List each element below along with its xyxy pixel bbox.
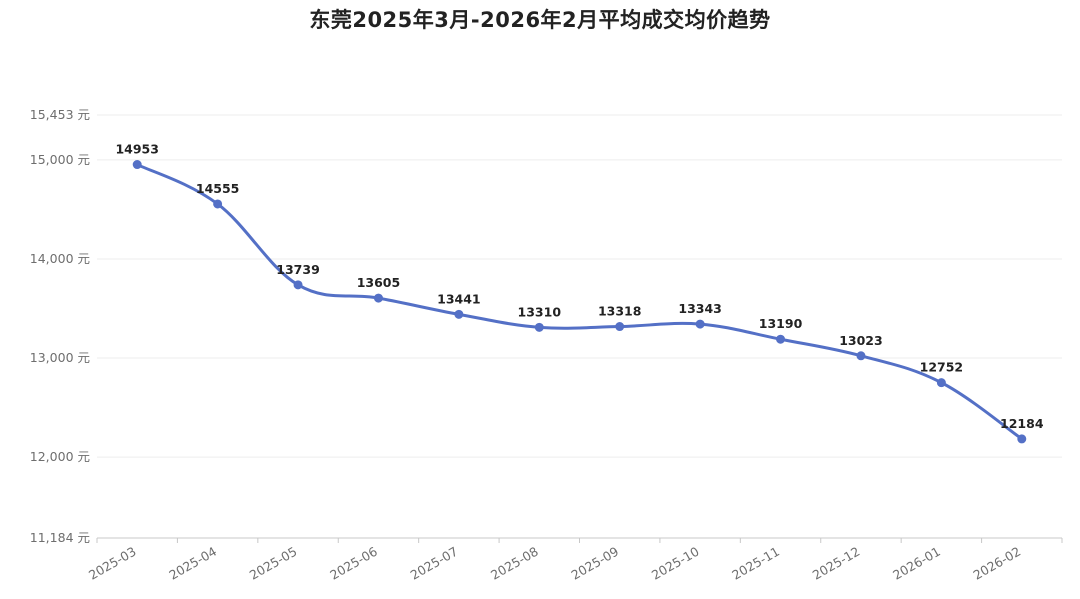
data-label: 13190 <box>759 316 803 331</box>
series-line <box>135 163 1024 441</box>
axis-layer: 15,453 元 15,000 元 14,000 元 13,000 元 12,000 元… <box>30 107 1063 583</box>
data-label: 12184 <box>1000 416 1044 431</box>
y-tick-label: 15,453 元 <box>30 107 90 122</box>
point-layer <box>132 160 1027 444</box>
x-tick-label: 2025-04 <box>166 544 219 583</box>
data-label: 13023 <box>839 333 883 348</box>
x-tick-label: 2025-10 <box>649 544 702 583</box>
data-label: 13605 <box>357 275 401 290</box>
line-layer <box>135 163 1024 441</box>
data-label: 13739 <box>276 262 320 277</box>
data-point <box>293 280 303 290</box>
data-label: 14953 <box>115 142 159 157</box>
x-tick-label: 2025-03 <box>86 544 139 583</box>
grid-layer <box>97 114 1062 458</box>
data-point <box>213 199 223 209</box>
label-layer: 14953 14555 13739 13605 13441 13310 13318 13343… <box>115 142 1043 431</box>
x-tick-label: 2025-07 <box>408 544 461 583</box>
data-point <box>1017 434 1027 444</box>
data-point <box>695 319 705 329</box>
x-tick-label: 2026-02 <box>971 544 1024 583</box>
data-point <box>454 309 464 319</box>
x-tick-label: 2025-08 <box>488 544 541 583</box>
data-label: 13310 <box>518 304 562 319</box>
data-point <box>534 322 544 332</box>
x-tick-label: 2025-12 <box>810 544 863 583</box>
x-tick-label: 2025-11 <box>729 544 782 583</box>
data-point <box>373 293 383 303</box>
y-tick-label: 15,000 元 <box>30 152 90 167</box>
data-point <box>936 378 946 388</box>
data-label: 12752 <box>920 360 964 375</box>
chart-title: 东莞2025年3月-2026年2月平均成交均价趋势 <box>309 8 771 32</box>
data-point <box>776 334 786 344</box>
data-point <box>132 160 142 170</box>
data-label: 13441 <box>437 291 481 306</box>
data-label: 14555 <box>196 181 240 196</box>
x-tick-label: 2025-09 <box>568 544 621 583</box>
x-tick-label: 2025-06 <box>327 544 380 583</box>
data-label: 13318 <box>598 304 642 319</box>
data-point <box>856 351 866 361</box>
data-label: 13343 <box>678 301 722 316</box>
y-tick-label: 11,184 元 <box>30 530 90 545</box>
data-point <box>615 322 625 332</box>
x-tick-label: 2026-01 <box>890 544 943 583</box>
y-tick-label: 12,000 元 <box>30 449 90 464</box>
x-tick-label: 2025-05 <box>247 544 300 583</box>
y-tick-label: 13,000 元 <box>30 350 90 365</box>
y-tick-label: 14,000 元 <box>30 251 90 266</box>
